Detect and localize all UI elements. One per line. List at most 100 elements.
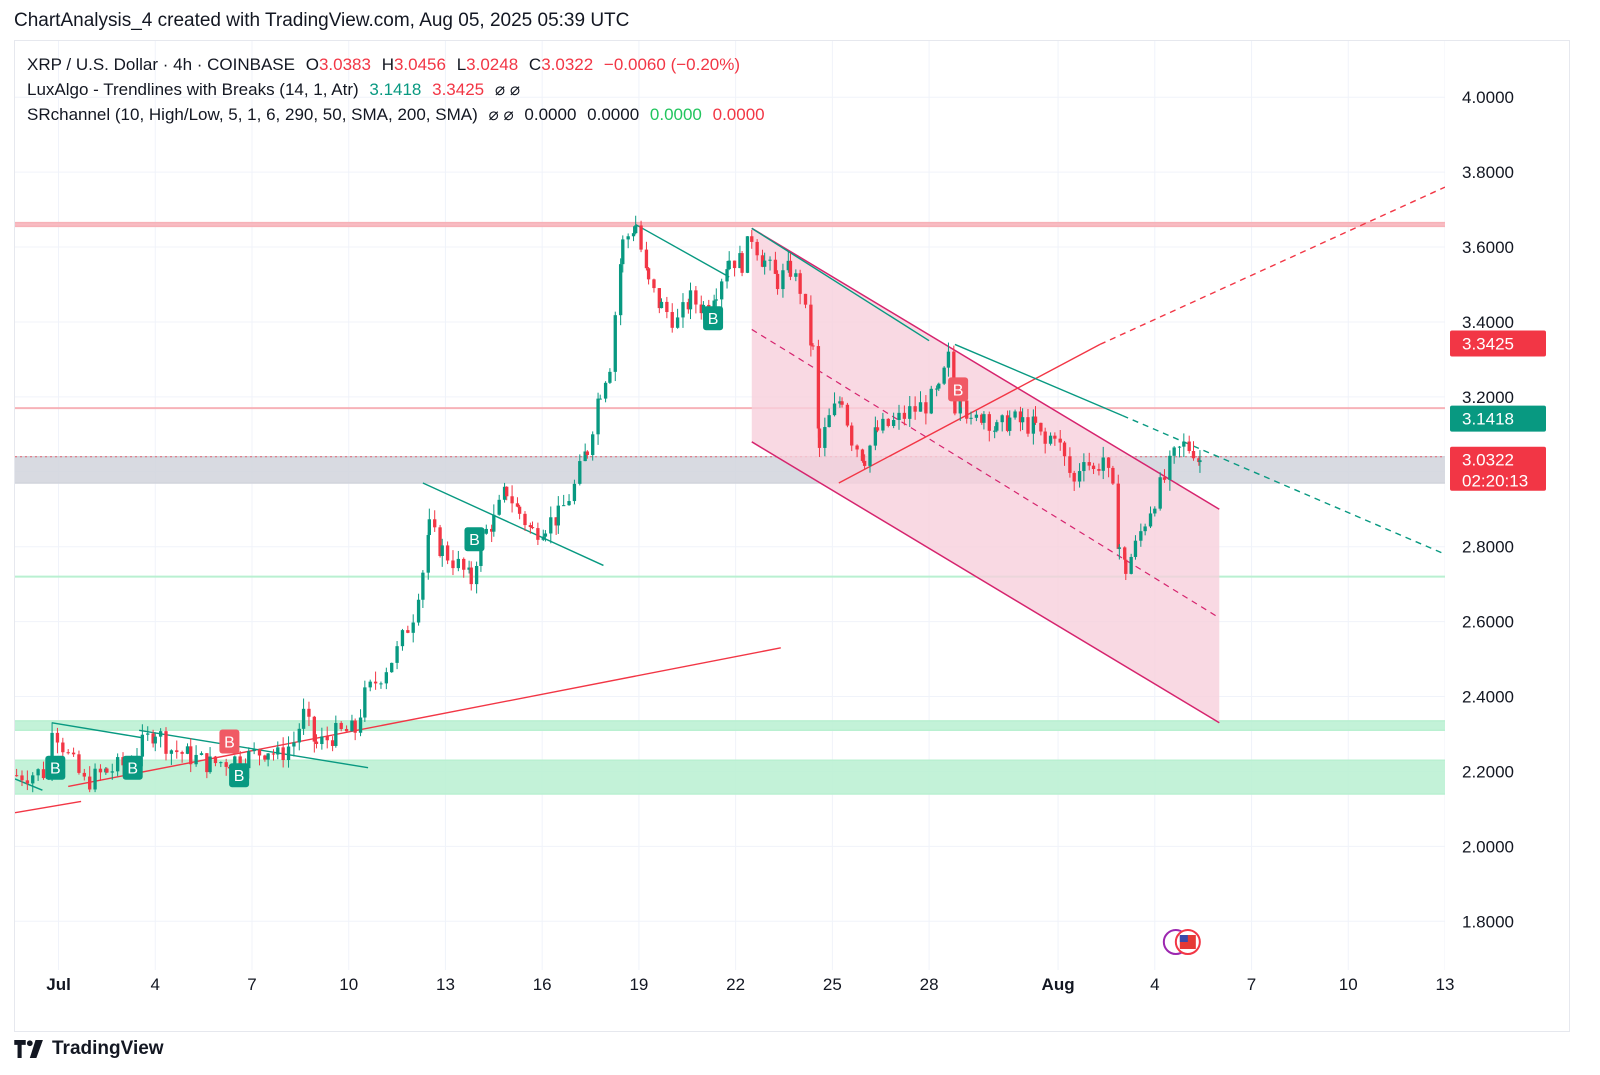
candle-body bbox=[987, 414, 991, 431]
candle-body bbox=[740, 253, 744, 273]
tradingview-branding[interactable]: TradingView bbox=[14, 1038, 164, 1060]
trendline bbox=[751, 227, 930, 342]
candle-body bbox=[153, 736, 157, 744]
bullish-break-label bbox=[229, 763, 250, 788]
x-axis-tick-label: 16 bbox=[533, 975, 552, 994]
candle-body bbox=[817, 428, 822, 448]
candle-body bbox=[1172, 447, 1176, 456]
candle-body bbox=[199, 753, 204, 755]
candle-body bbox=[1000, 415, 1004, 423]
candle-body bbox=[1177, 446, 1182, 448]
candle-body bbox=[953, 397, 957, 414]
candle-body bbox=[1182, 441, 1186, 447]
candle-body bbox=[1077, 471, 1082, 482]
x-axis-tick-label: 10 bbox=[1339, 975, 1358, 994]
candle-body bbox=[353, 720, 357, 733]
candle-body bbox=[247, 751, 251, 769]
trendline bbox=[838, 343, 1101, 484]
candle-body bbox=[974, 414, 979, 418]
candle-body bbox=[823, 427, 827, 448]
candle-body bbox=[36, 769, 40, 776]
candle-body bbox=[659, 301, 664, 309]
candle-body bbox=[233, 756, 237, 769]
candle-body bbox=[536, 528, 540, 540]
candle-body bbox=[175, 750, 179, 753]
candle-body bbox=[350, 720, 354, 732]
candle-body bbox=[66, 752, 70, 754]
candle-body bbox=[811, 345, 815, 347]
candle-body bbox=[194, 754, 198, 765]
sr-zone-resistance bbox=[15, 222, 1445, 227]
legend-symbol-row[interactable]: XRP / U.S. Dollar · 4h · COINBASE O3.038… bbox=[27, 52, 771, 77]
candle-body bbox=[845, 404, 850, 426]
candle-body bbox=[151, 733, 155, 744]
candle-body bbox=[803, 293, 808, 305]
candle-body bbox=[634, 225, 638, 234]
trendline bbox=[954, 343, 1123, 417]
candle-body bbox=[958, 400, 962, 414]
candle-body bbox=[1123, 547, 1127, 560]
candle-body bbox=[608, 371, 612, 383]
candle-body bbox=[554, 517, 558, 526]
chart-attribution: ChartAnalysis_4 created with TradingView… bbox=[14, 10, 630, 31]
candle-body bbox=[688, 290, 693, 310]
candle-body bbox=[631, 233, 636, 237]
candle-body bbox=[686, 302, 691, 310]
candle-body bbox=[543, 533, 548, 537]
candle-body bbox=[395, 646, 399, 663]
candle-body bbox=[613, 315, 617, 372]
candle-body bbox=[1018, 411, 1023, 423]
candle-body bbox=[578, 461, 582, 484]
price-tag-last-price-countdown: 02:20:13 bbox=[1462, 472, 1528, 491]
bullish-break-label bbox=[122, 755, 143, 780]
candle-body bbox=[618, 264, 623, 316]
y-axis-tick-label: 2.4000 bbox=[1462, 688, 1514, 707]
candle-body bbox=[339, 722, 343, 729]
candle-body bbox=[1013, 411, 1017, 418]
x-axis-tick-label: 10 bbox=[339, 975, 358, 994]
candle-body bbox=[146, 733, 150, 735]
candle-body bbox=[965, 400, 969, 419]
candle-body bbox=[1117, 547, 1122, 549]
candle-body bbox=[626, 236, 630, 240]
candle-body bbox=[110, 771, 114, 773]
candle-body bbox=[1058, 438, 1062, 443]
sr-zone-support bbox=[15, 720, 1445, 731]
indicator-2-value-3: 0.0000 bbox=[649, 105, 702, 124]
candle-body bbox=[390, 662, 394, 673]
candle-body bbox=[832, 403, 837, 416]
candle-body bbox=[855, 445, 859, 450]
candle-body bbox=[492, 514, 496, 532]
candle-body bbox=[421, 572, 425, 600]
candle-body bbox=[1139, 531, 1143, 541]
candle-body bbox=[523, 513, 527, 526]
legend-indicator-1[interactable]: LuxAlgo - Trendlines with Breaks (14, 1,… bbox=[27, 77, 771, 102]
bullish-break-label bbox=[464, 527, 485, 552]
candle-body bbox=[1129, 556, 1133, 574]
candle-body bbox=[952, 351, 956, 398]
candle-body bbox=[384, 672, 389, 684]
candle-body bbox=[937, 383, 941, 389]
candle-body bbox=[750, 236, 754, 242]
candle-body bbox=[325, 736, 329, 741]
candle-body bbox=[224, 762, 228, 767]
legend-low: L3.0248 bbox=[456, 55, 519, 74]
candle-body bbox=[720, 281, 724, 300]
candle-body bbox=[1148, 513, 1153, 527]
candle-body bbox=[942, 367, 946, 384]
candle-body bbox=[644, 249, 649, 269]
legend-indicator-2[interactable]: SRchannel (10, High/Low, 5, 1, 6, 290, 5… bbox=[27, 102, 771, 127]
candle-body bbox=[213, 756, 218, 764]
candle-body bbox=[675, 317, 680, 328]
candle-body bbox=[992, 430, 997, 432]
candle-body bbox=[334, 722, 338, 746]
candle-body bbox=[598, 398, 602, 400]
candle-body bbox=[816, 346, 821, 429]
candle-body bbox=[510, 496, 514, 504]
candle-body bbox=[208, 756, 212, 773]
candle-body bbox=[562, 505, 566, 507]
bullish-break-label bbox=[703, 306, 724, 331]
candle-body bbox=[768, 259, 772, 261]
candle-body bbox=[1191, 451, 1196, 459]
